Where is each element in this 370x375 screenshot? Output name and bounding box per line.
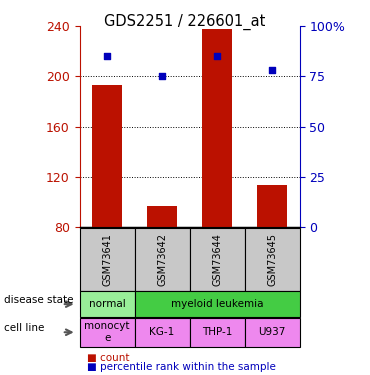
Text: normal: normal bbox=[89, 299, 125, 309]
Bar bbox=[257, 186, 287, 227]
Text: disease state: disease state bbox=[4, 295, 73, 304]
Text: KG-1: KG-1 bbox=[149, 327, 175, 337]
Text: myeloid leukemia: myeloid leukemia bbox=[171, 299, 263, 309]
Text: GDS2251 / 226601_at: GDS2251 / 226601_at bbox=[104, 14, 266, 30]
Text: monocyt
e: monocyt e bbox=[84, 321, 130, 343]
Text: GSM73642: GSM73642 bbox=[157, 232, 167, 286]
Point bbox=[269, 68, 275, 74]
Point bbox=[214, 53, 220, 59]
Text: GSM73644: GSM73644 bbox=[212, 232, 222, 286]
Bar bbox=[92, 85, 122, 227]
Point bbox=[159, 74, 165, 80]
Text: ■ percentile rank within the sample: ■ percentile rank within the sample bbox=[87, 362, 276, 372]
Bar bbox=[202, 29, 232, 227]
Text: U937: U937 bbox=[259, 327, 286, 337]
Text: GSM73641: GSM73641 bbox=[102, 232, 112, 286]
Text: GSM73645: GSM73645 bbox=[267, 232, 277, 286]
Text: ■ count: ■ count bbox=[87, 353, 130, 363]
Bar bbox=[147, 206, 177, 227]
Text: cell line: cell line bbox=[4, 323, 44, 333]
Text: THP-1: THP-1 bbox=[202, 327, 232, 337]
Point bbox=[104, 53, 110, 59]
